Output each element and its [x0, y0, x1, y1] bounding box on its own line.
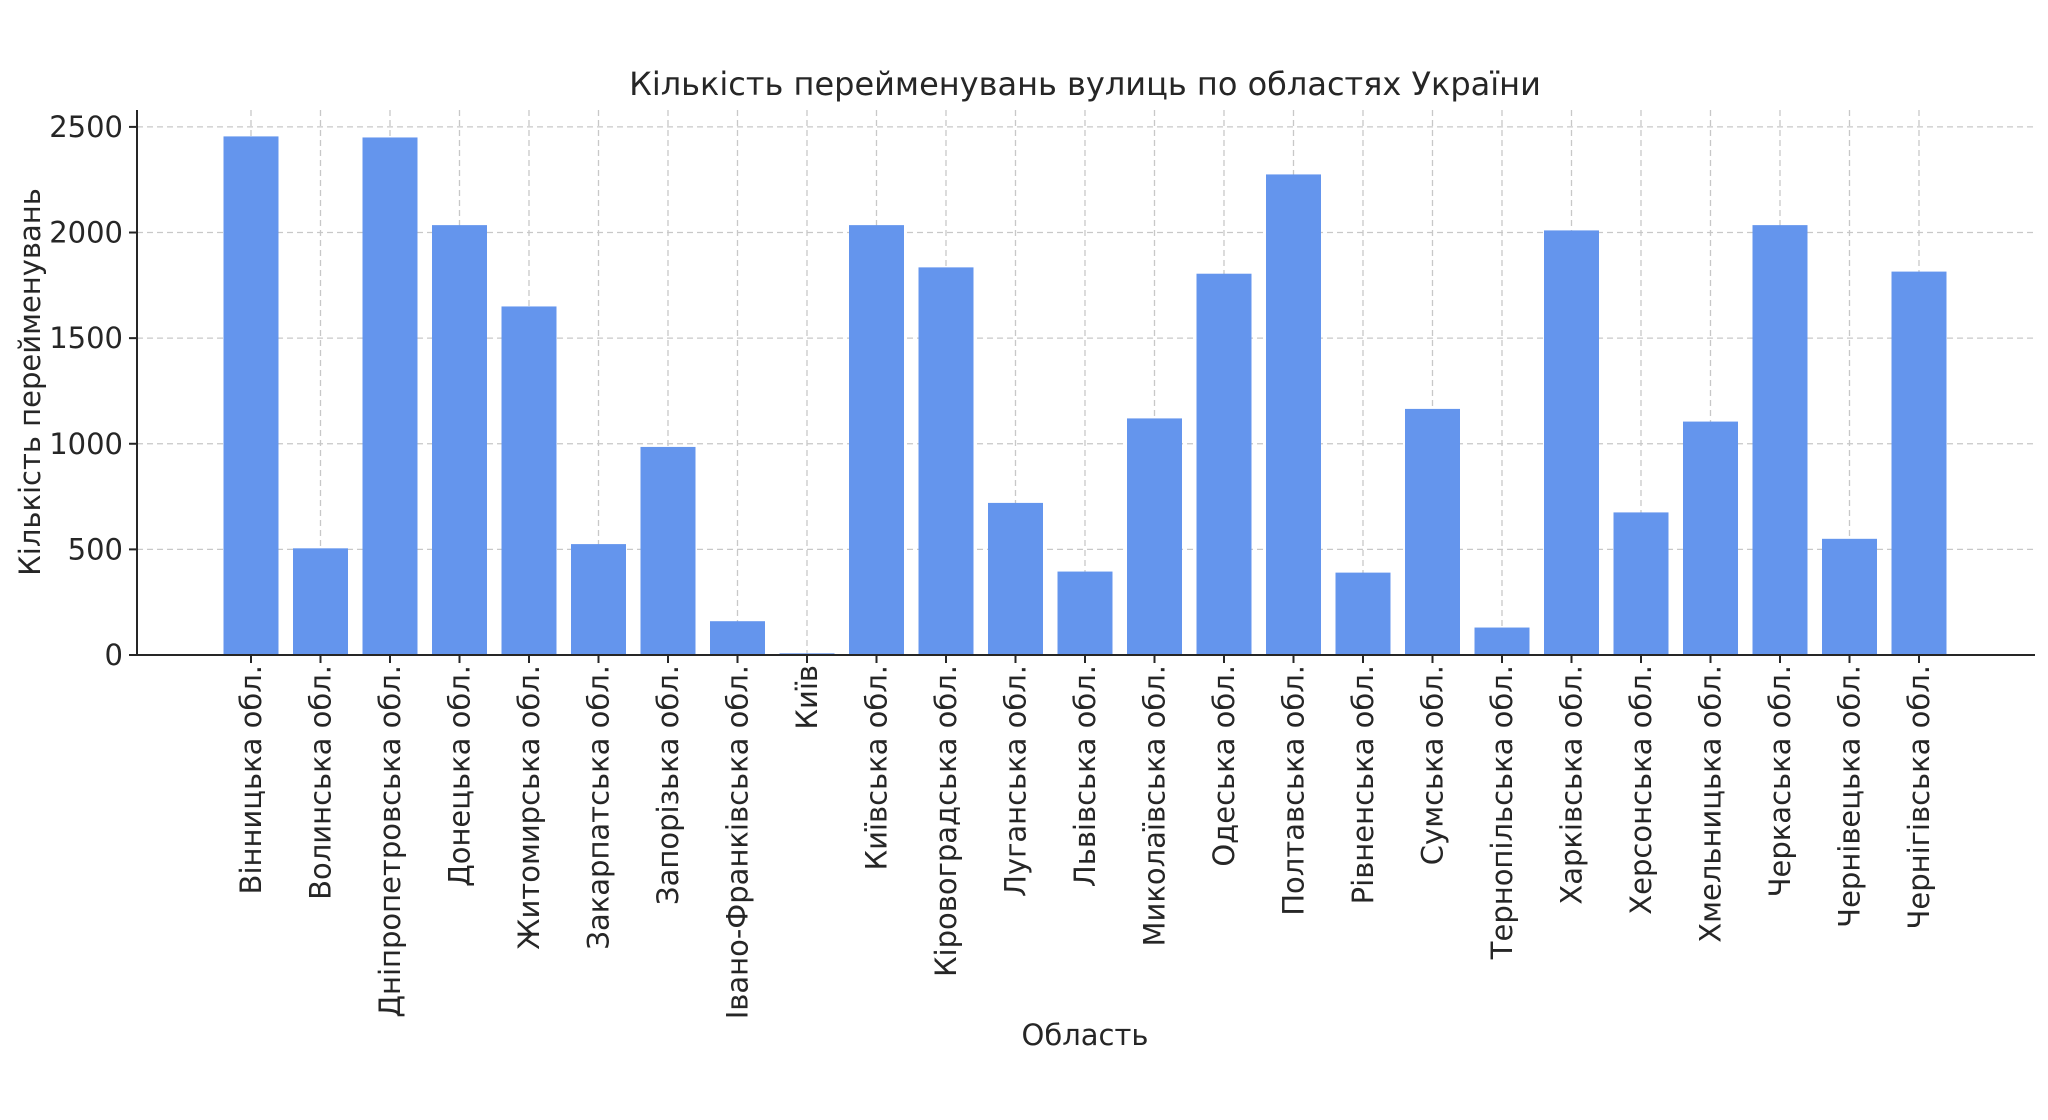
x-tick-label: Вінницька обл. — [234, 665, 268, 894]
x-tick-label: Миколаївська обл. — [1138, 665, 1172, 947]
bar — [293, 548, 348, 655]
x-tick-label: Тернопільська обл. — [1485, 665, 1519, 960]
bar — [1405, 408, 1460, 655]
bar — [1683, 421, 1738, 655]
bar — [1057, 571, 1113, 655]
bar — [1335, 572, 1391, 655]
x-tick-label: Сумська обл. — [1416, 665, 1450, 865]
x-axis-ticks: Вінницька обл. Волинська обл. Дніпропетров… — [234, 655, 1936, 1019]
y-axis-label: Кількість перейменувань — [13, 188, 47, 576]
y-tick-label: 1000 — [49, 427, 123, 461]
y-tick-label: 0 — [105, 638, 123, 672]
x-tick-label: Кіровоградська обл. — [929, 665, 963, 977]
y-axis-ticks: 0 500 1000 1500 2000 2500 — [49, 110, 137, 672]
bar — [1752, 225, 1808, 655]
x-tick-label: Львівська обл. — [1068, 665, 1102, 887]
x-tick-label: Київська обл. — [860, 665, 894, 871]
chart-title: Кількість перейменувань вулиць по област… — [629, 65, 1541, 103]
bar — [988, 502, 1043, 655]
x-tick-label: Чернігівська обл. — [1902, 665, 1936, 929]
x-tick-label: Харківська обл. — [1555, 665, 1589, 905]
bar — [1474, 627, 1530, 655]
x-tick-label: Закарпатська обл. — [582, 665, 616, 950]
bar — [1266, 174, 1321, 656]
bar — [501, 306, 557, 655]
bar — [432, 225, 487, 655]
x-tick-label: Луганська обл. — [999, 665, 1033, 897]
x-tick-label: Волинська обл. — [304, 665, 338, 900]
y-tick-label: 500 — [68, 532, 123, 566]
x-tick-label: Житомирська обл. — [512, 665, 546, 950]
bar — [1544, 230, 1599, 655]
bar — [849, 225, 904, 655]
x-tick-label: Івано-Франківська обл. — [721, 665, 755, 1019]
x-axis-label: Область — [1022, 1018, 1149, 1052]
x-tick-label: Чернівецька обл. — [1833, 665, 1867, 928]
bar — [1613, 512, 1669, 655]
bar — [1822, 538, 1877, 655]
x-tick-label: Черкаська обл. — [1763, 665, 1797, 897]
bar — [710, 621, 765, 655]
bar — [1891, 271, 1947, 655]
x-tick-label: Херсонська обл. — [1624, 665, 1658, 915]
x-tick-label: Рівненська обл. — [1346, 665, 1380, 904]
y-tick-label: 2000 — [49, 216, 123, 250]
x-tick-label: Донецька обл. — [443, 665, 477, 887]
y-tick-label: 1500 — [49, 321, 123, 355]
x-tick-label: Хмельницька обл. — [1694, 665, 1728, 943]
x-tick-label: Полтавська обл. — [1277, 665, 1311, 916]
bar — [362, 137, 418, 655]
x-tick-label: Дніпропетровська обл. — [373, 665, 407, 1018]
bar — [918, 267, 974, 655]
bar — [571, 544, 626, 655]
bar — [1127, 418, 1182, 655]
bar — [223, 136, 279, 656]
bars — [223, 136, 1947, 656]
bar — [1196, 273, 1252, 655]
x-tick-label: Київ — [790, 665, 824, 730]
y-tick-label: 2500 — [49, 110, 123, 144]
x-tick-label: Одеська обл. — [1207, 665, 1241, 867]
x-tick-label: Запорізька обл. — [651, 665, 685, 905]
bar — [640, 446, 696, 655]
